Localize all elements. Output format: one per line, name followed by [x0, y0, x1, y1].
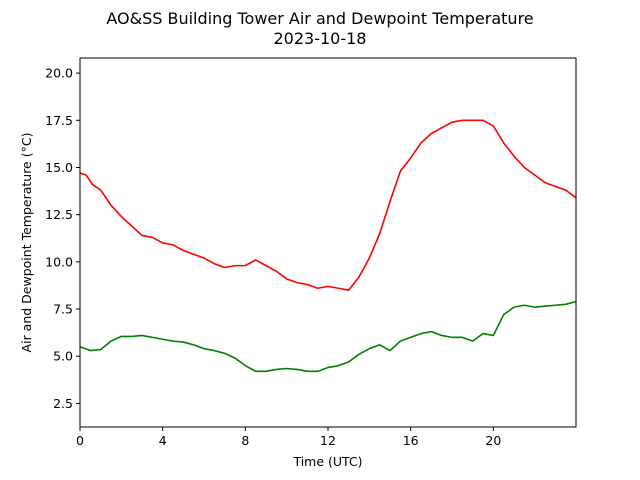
y-tick-label: 15.0 [45, 160, 73, 175]
x-axis: 0 4 8 12 16 20 [76, 427, 501, 448]
series-line-2 [79, 300, 577, 373]
x-tick-label: 4 [159, 433, 167, 448]
y-tick-label: 7.5 [53, 302, 73, 317]
x-tick-label: 0 [76, 433, 84, 448]
plot-frame [79, 57, 577, 428]
y-tick-label: 20.0 [45, 66, 73, 81]
y-tick-label: 10.0 [45, 254, 73, 269]
chart-title: AO&SS Building Tower Air and Dewpoint Te… [106, 9, 533, 28]
x-axis-label: Time (UTC) [292, 454, 362, 469]
y-tick-label: 12.5 [45, 207, 73, 222]
x-tick-label: 16 [403, 433, 419, 448]
y-axis-label: Air and Dewpoint Temperature (°C) [19, 133, 34, 353]
x-tick-label: 20 [485, 433, 501, 448]
y-tick-label: 2.5 [53, 396, 73, 411]
y-tick-label: 5.0 [53, 349, 73, 364]
x-tick-label: 8 [241, 433, 249, 448]
y-tick-label: 17.5 [45, 113, 73, 128]
series-layer [79, 119, 577, 373]
x-tick-label: 12 [320, 433, 336, 448]
chart-subtitle: 2023-10-18 [274, 29, 367, 48]
series-line-1 [79, 119, 577, 291]
y-axis: 2.5 5.0 7.5 10.0 12.5 15.0 17.5 20.0 [45, 66, 80, 411]
